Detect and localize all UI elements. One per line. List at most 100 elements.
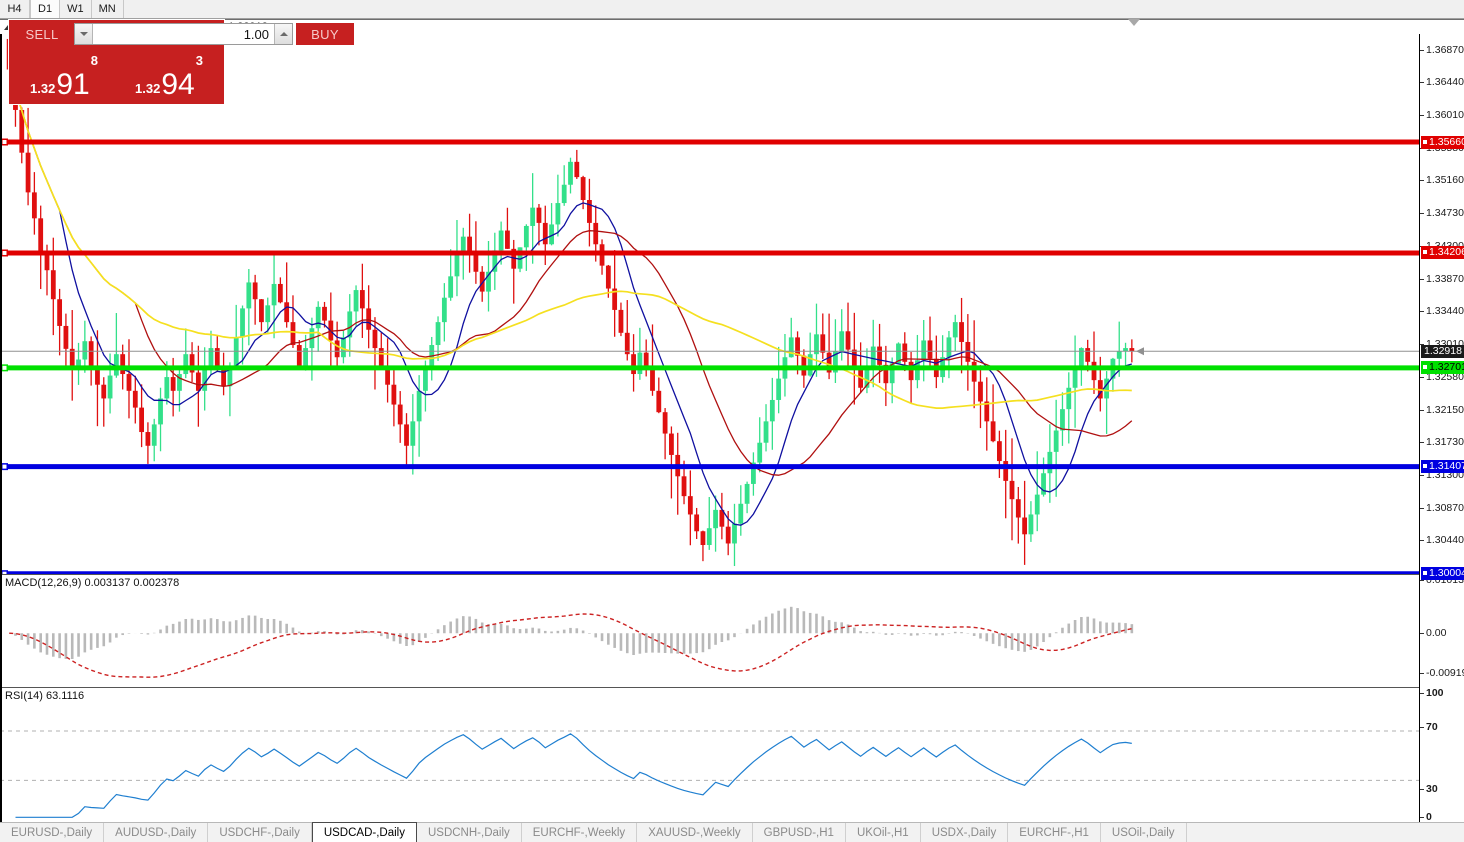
buy-price-display[interactable]: 1.32 94 3 bbox=[118, 48, 220, 100]
price-tick-mark bbox=[1420, 245, 1424, 247]
one-click-trading-panel[interactable]: SELL BUY 1.32 91 8 1.32 94 3 bbox=[8, 19, 354, 105]
chart-tab-usdcnh-daily[interactable]: USDCNH-,Daily bbox=[417, 823, 522, 842]
price-tick-mark bbox=[1420, 82, 1424, 84]
price-tick-label: 1.30870 bbox=[1426, 501, 1464, 514]
chart-tab-usoil-daily[interactable]: USOil-,Daily bbox=[1101, 823, 1187, 842]
level-anchor-dot bbox=[2, 250, 7, 255]
rsi-chart-svg bbox=[0, 730, 1419, 818]
chart-tab-usdx-daily[interactable]: USDX-,Daily bbox=[921, 823, 1009, 842]
volume-decrease-button[interactable] bbox=[75, 24, 93, 44]
price-tick-label: 1.34730 bbox=[1426, 206, 1464, 219]
sell-price-big: 91 bbox=[56, 68, 90, 101]
price-tick-label: 1.36870 bbox=[1426, 43, 1464, 56]
macd-pane[interactable]: MACD(12,26,9) 0.003137 0.002378 bbox=[0, 574, 1419, 687]
chart-tab-gbpusd-h1[interactable]: GBPUSD-,H1 bbox=[753, 823, 846, 842]
price-tick-mark bbox=[1420, 344, 1424, 346]
sell-button[interactable]: SELL bbox=[13, 23, 71, 45]
price-tick-label: 1.32150 bbox=[1426, 403, 1464, 416]
level-handle-icon[interactable] bbox=[1423, 139, 1427, 144]
level-handle-icon[interactable] bbox=[1423, 464, 1427, 469]
volume-increase-button[interactable] bbox=[274, 24, 292, 44]
price-tick-label: 1.33440 bbox=[1426, 305, 1464, 318]
moving-average-blue bbox=[8, 69, 1132, 526]
price-tick-label: 1.35160 bbox=[1426, 174, 1464, 187]
price-tick-mark bbox=[1420, 115, 1424, 117]
period-toolbar: H4 D1 W1 MN bbox=[0, 0, 1464, 19]
period-button-h4[interactable]: H4 bbox=[0, 0, 30, 18]
buy-price-big: 94 bbox=[161, 68, 195, 101]
chart-tab-xauusd-weekly[interactable]: XAUUSD-,Weekly bbox=[637, 823, 753, 842]
one-click-trading-controls: SELL BUY bbox=[9, 20, 354, 48]
price-tick-mark bbox=[1420, 278, 1424, 280]
period-button-mn[interactable]: MN bbox=[91, 0, 124, 18]
rsi-tick-mark bbox=[1420, 788, 1424, 790]
chevron-down-icon bbox=[79, 32, 88, 36]
level-handle-icon[interactable] bbox=[1423, 365, 1427, 370]
buy-button[interactable]: BUY bbox=[296, 23, 354, 45]
price-tick-mark bbox=[1420, 540, 1424, 542]
chart-left-border bbox=[0, 34, 2, 822]
rsi-tick-mark bbox=[1420, 817, 1424, 819]
chart-tab-usdcad-daily[interactable]: USDCAD-,Daily bbox=[311, 822, 417, 842]
level-handle-icon[interactable] bbox=[1423, 250, 1427, 255]
level-handle-icon[interactable] bbox=[1423, 571, 1427, 576]
volume-stepper[interactable] bbox=[74, 23, 293, 45]
period-button-w1[interactable]: W1 bbox=[60, 0, 92, 18]
price-scale[interactable]: 1.368701.364401.360101.355801.351601.347… bbox=[1420, 34, 1464, 824]
price-tick-mark bbox=[1420, 212, 1424, 214]
chart-tab-audusd-daily[interactable]: AUDUSD-,Daily bbox=[104, 823, 209, 842]
chart-tab-eurusd-daily[interactable]: EURUSD-,Daily bbox=[0, 823, 105, 842]
price-tick-label: 1.30440 bbox=[1426, 534, 1464, 547]
candlestick-series bbox=[6, 34, 1135, 567]
price-level-badge[interactable]: 1.35660 bbox=[1421, 135, 1464, 149]
price-level-badge[interactable]: 1.34206 bbox=[1421, 246, 1464, 260]
buy-price-prefix: 1.32 bbox=[135, 81, 161, 96]
period-button-d1[interactable]: D1 bbox=[30, 0, 61, 18]
price-tick-label: 1.31730 bbox=[1426, 435, 1464, 448]
macd-tick-mark bbox=[1420, 673, 1424, 675]
volume-input[interactable] bbox=[93, 24, 274, 44]
chart-tab-usdchf-daily[interactable]: USDCHF-,Daily bbox=[208, 823, 312, 842]
level-anchor-dot bbox=[2, 571, 7, 574]
rsi-pane[interactable]: RSI(14) 63.1116 bbox=[0, 687, 1419, 822]
macd-signal-line bbox=[9, 613, 1132, 678]
macd-chart-svg bbox=[9, 606, 1134, 678]
price-level-badge[interactable]: 1.31407 bbox=[1421, 460, 1464, 474]
macd-label: MACD(12,26,9) 0.003137 0.002378 bbox=[5, 577, 180, 589]
rsi-tick-mark bbox=[1420, 693, 1424, 695]
price-pane[interactable] bbox=[0, 34, 1419, 574]
sell-price-prefix: 1.32 bbox=[30, 81, 56, 96]
chart-tab-ukoil-h1[interactable]: UKOil-,H1 bbox=[846, 823, 921, 842]
chart-tab-bar[interactable]: EURUSD-,Daily AUDUSD-,Daily USDCHF-,Daily U… bbox=[0, 822, 1464, 842]
level-anchor-dot bbox=[2, 365, 7, 370]
price-tick-mark bbox=[1420, 311, 1424, 313]
rsi-tick-mark bbox=[1420, 726, 1424, 728]
moving-average-red bbox=[8, 69, 1133, 476]
chart-canvas-area: USDCAD-,Daily 1.32960 1.32968 1.32918 1.… bbox=[0, 19, 1464, 841]
rsi-line bbox=[15, 733, 1132, 818]
price-tick-mark bbox=[1420, 409, 1424, 411]
price-tick-mark bbox=[1420, 148, 1424, 150]
level-anchor-dot bbox=[2, 140, 7, 144]
price-tick-label: 1.33870 bbox=[1426, 272, 1464, 285]
price-tick-label: 1.36440 bbox=[1426, 76, 1464, 89]
macd-tick-label: 0.00 bbox=[1426, 626, 1447, 639]
one-click-trading-quotes: 1.32 91 8 1.32 94 3 bbox=[9, 48, 224, 104]
rsi-label: RSI(14) 63.1116 bbox=[5, 690, 85, 702]
chart-scale-border bbox=[1419, 34, 1420, 822]
price-level-badge[interactable]: 1.30004 bbox=[1421, 567, 1464, 581]
price-level-badge[interactable]: 1.32918 bbox=[1421, 344, 1464, 358]
price-level-badge[interactable]: 1.32701 bbox=[1421, 361, 1464, 375]
macd-tick-label: -0.009194 bbox=[1426, 667, 1464, 680]
price-tick-mark bbox=[1420, 180, 1424, 182]
rsi-tick-label: 30 bbox=[1426, 782, 1438, 795]
sell-price-display[interactable]: 1.32 91 8 bbox=[13, 48, 115, 100]
macd-tick-mark bbox=[1420, 632, 1424, 634]
pane-collapse-chevron-icon[interactable] bbox=[1128, 19, 1140, 26]
chart-tab-eurchf-h1[interactable]: EURCHF-,H1 bbox=[1008, 823, 1101, 842]
chart-tab-eurchf-weekly[interactable]: EURCHF-,Weekly bbox=[522, 823, 638, 842]
price-chart-svg bbox=[0, 34, 1419, 574]
rsi-tick-label: 0 bbox=[1426, 811, 1432, 824]
period-toolbar-spacer bbox=[123, 0, 1464, 18]
